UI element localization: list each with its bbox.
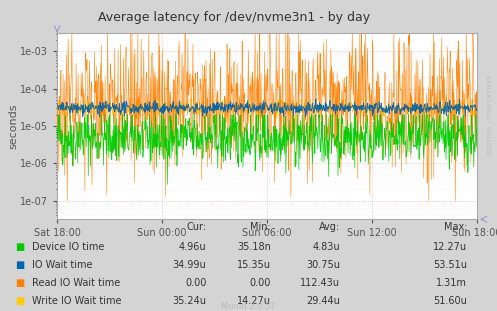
Text: 14.27u: 14.27u [237, 296, 271, 306]
Text: 12.27u: 12.27u [433, 242, 467, 252]
Text: 53.51u: 53.51u [433, 260, 467, 270]
Text: ■: ■ [15, 242, 24, 252]
Text: Avg:: Avg: [319, 222, 340, 232]
Text: Read IO Wait time: Read IO Wait time [32, 278, 121, 288]
Text: 112.43u: 112.43u [301, 278, 340, 288]
Text: Cur:: Cur: [186, 222, 206, 232]
Text: Max:: Max: [444, 222, 467, 232]
Text: RRDTOOL / TOBI OETIKER: RRDTOOL / TOBI OETIKER [487, 75, 492, 156]
Text: IO Wait time: IO Wait time [32, 260, 93, 270]
Text: 1.31m: 1.31m [436, 278, 467, 288]
Y-axis label: seconds: seconds [9, 103, 19, 149]
Text: 4.96u: 4.96u [178, 242, 206, 252]
Text: 34.99u: 34.99u [172, 260, 206, 270]
Text: 51.60u: 51.60u [433, 296, 467, 306]
Text: 35.18n: 35.18n [237, 242, 271, 252]
Text: 30.75u: 30.75u [307, 260, 340, 270]
Text: Min:: Min: [250, 222, 271, 232]
Text: 4.83u: 4.83u [313, 242, 340, 252]
Text: ■: ■ [15, 278, 24, 288]
Text: ■: ■ [15, 296, 24, 306]
Text: 29.44u: 29.44u [307, 296, 340, 306]
Text: 0.00: 0.00 [185, 278, 206, 288]
Text: ■: ■ [15, 260, 24, 270]
Text: 0.00: 0.00 [249, 278, 271, 288]
Text: 15.35u: 15.35u [237, 260, 271, 270]
Text: 35.24u: 35.24u [172, 296, 206, 306]
Text: Average latency for /dev/nvme3n1 - by day: Average latency for /dev/nvme3n1 - by da… [97, 11, 370, 24]
Text: Device IO time: Device IO time [32, 242, 105, 252]
Text: Munin 2.0.57: Munin 2.0.57 [221, 301, 276, 310]
Text: Write IO Wait time: Write IO Wait time [32, 296, 122, 306]
